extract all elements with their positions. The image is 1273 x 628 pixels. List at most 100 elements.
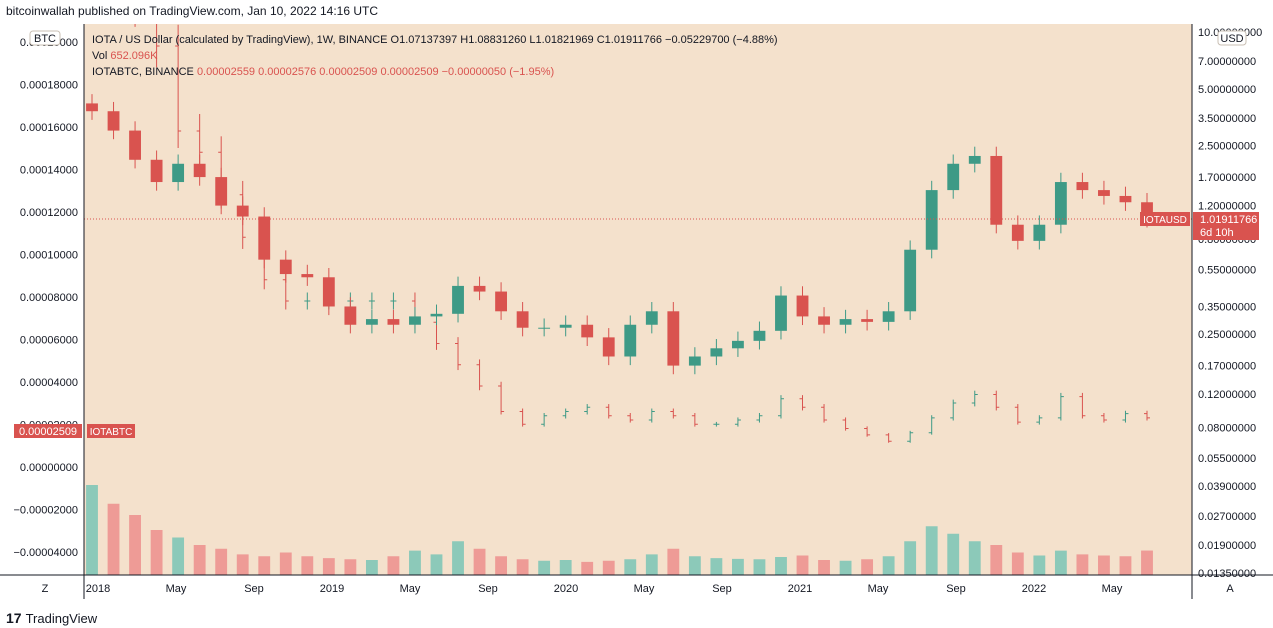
right-tick-label: 0.02700000 xyxy=(1198,511,1256,523)
volume-bar xyxy=(1033,555,1046,575)
time-axis: 2018 May Sep 2019 May Sep 2020 May Sep 2021 May Sep… xyxy=(86,583,1123,595)
right-tick-label: 0.05500000 xyxy=(1198,453,1256,465)
volume-bar xyxy=(861,559,874,575)
time-tick-label: Sep xyxy=(244,583,264,595)
time-tick-label: May xyxy=(1102,583,1123,595)
legend-btc-values: 0.00002559 0.00002576 0.00002509 0.00002… xyxy=(197,66,554,78)
volume-bar xyxy=(452,541,464,575)
legend-vol-label: Vol xyxy=(92,50,107,62)
left-tick-label: 0.00012000 xyxy=(20,207,78,219)
volume-bar xyxy=(215,548,228,575)
right-tick-label: 0.03900000 xyxy=(1198,481,1256,493)
time-tick-label: 2019 xyxy=(320,583,344,595)
left-tick-label: 0.00008000 xyxy=(20,292,78,304)
usd-candle xyxy=(645,311,658,325)
price-chart[interactable]: 0.000200000.000180000.000160000.00014000… xyxy=(0,24,1273,609)
right-unit-badge[interactable] xyxy=(1217,30,1247,46)
left-price-axis: 0.000200000.000180000.000160000.00014000… xyxy=(13,37,78,559)
volume-bar xyxy=(387,556,400,575)
legend-open: O1.07137397 xyxy=(391,34,458,46)
volume-bar xyxy=(602,560,615,575)
usd-candle xyxy=(538,327,551,329)
usd-candle xyxy=(193,163,206,178)
usd-candle xyxy=(947,163,960,191)
usd-candle xyxy=(430,313,443,317)
usd-candle xyxy=(365,319,378,325)
volume-bar xyxy=(645,554,658,575)
volume-bar xyxy=(107,503,120,575)
right-price-axis: 10.000000007.000000005.000000003.5000000… xyxy=(1198,27,1262,580)
legend-high: H1.08831260 xyxy=(460,34,526,46)
usd-candle xyxy=(409,316,421,325)
chart-legend: IOTA / US Dollar (calculated by TradingV… xyxy=(92,34,778,78)
usd-candle xyxy=(1098,190,1110,196)
volume-bar xyxy=(753,559,766,575)
usd-price-tag: IOTAUSD 1.01911766 6d 10h xyxy=(1140,212,1259,240)
right-tick-label: 0.17000000 xyxy=(1198,361,1256,373)
legend-close: C1.01911766 xyxy=(597,34,662,46)
volume-bar xyxy=(990,545,1003,575)
time-zone-button[interactable]: Z xyxy=(42,583,49,595)
left-tick-label: −0.00004000 xyxy=(13,547,78,559)
time-tick-label: 2022 xyxy=(1022,583,1046,595)
right-tick-label: 0.55000000 xyxy=(1198,264,1256,276)
usd-candle xyxy=(581,324,594,338)
volume-bar xyxy=(624,559,637,575)
legend-pair: IOTA / US Dollar (calculated by TradingV… xyxy=(92,34,387,46)
usd-tag-countdown: 6d 10h xyxy=(1200,227,1234,239)
usd-tag-label: IOTAUSD xyxy=(1143,215,1187,226)
usd-candle xyxy=(387,319,400,325)
volume-bar xyxy=(667,548,680,575)
usd-candle xyxy=(602,337,615,357)
svg-text:IOTABTC, BINANCE 0.00002559 0: IOTABTC, BINANCE 0.00002559 0.00002576 0… xyxy=(92,66,554,78)
right-tick-label: 1.70000000 xyxy=(1198,172,1256,184)
volume-bar xyxy=(947,533,960,575)
volume-bar xyxy=(344,559,357,575)
svg-text:Vol 652.096K: Vol 652.096K xyxy=(92,50,158,62)
btc-price-tag: 0.00002509 IOTABTC xyxy=(14,424,135,438)
usd-candle xyxy=(925,190,938,250)
publisher-header: bitcoinwallah published on TradingView.c… xyxy=(6,4,379,18)
volume-bar xyxy=(129,515,141,575)
usd-candle xyxy=(258,216,271,260)
left-tick-label: 0.00018000 xyxy=(20,80,78,92)
usd-candle xyxy=(1141,202,1153,219)
volume-bar xyxy=(516,559,529,575)
legend-btc-pair: IOTABTC, BINANCE xyxy=(92,66,194,78)
time-tick-label: May xyxy=(634,583,655,595)
volume-bar xyxy=(904,541,917,575)
volume-bar xyxy=(925,526,938,575)
left-tick-label: 0.00004000 xyxy=(20,377,78,389)
usd-candle xyxy=(559,324,572,328)
volume-bar xyxy=(322,558,335,575)
usd-candle xyxy=(473,285,486,292)
volume-bar xyxy=(818,560,830,575)
time-tick-label: 2020 xyxy=(554,583,578,595)
time-tick-label: 2018 xyxy=(86,583,110,595)
time-tick-label: May xyxy=(166,583,187,595)
usd-candle xyxy=(839,319,852,325)
right-tick-label: 0.01350000 xyxy=(1198,568,1256,580)
auto-scale-button[interactable]: A xyxy=(1226,583,1234,595)
usd-candle xyxy=(516,311,529,328)
usd-candle xyxy=(775,295,787,331)
volume-bar xyxy=(1119,556,1132,575)
usd-candle xyxy=(301,274,314,278)
right-tick-label: 3.50000000 xyxy=(1198,113,1256,125)
time-tick-label: Sep xyxy=(946,583,966,595)
tradingview-logo-icon: 17 xyxy=(6,610,22,626)
btc-tag-label: IOTABTC xyxy=(90,427,133,438)
usd-candle xyxy=(86,103,98,112)
left-tick-label: 0.00014000 xyxy=(20,165,78,177)
volume-bar xyxy=(301,556,314,575)
left-unit-badge[interactable] xyxy=(29,30,61,46)
volume-bar xyxy=(279,552,292,575)
right-tick-label: 2.50000000 xyxy=(1198,141,1256,153)
usd-candle xyxy=(107,111,120,131)
usd-candle xyxy=(861,319,874,322)
volume-bar xyxy=(495,556,508,575)
volume-bar xyxy=(1098,555,1110,575)
usd-candle xyxy=(710,348,723,357)
volume-bar xyxy=(236,554,249,575)
left-tick-label: 0.00010000 xyxy=(20,250,78,262)
